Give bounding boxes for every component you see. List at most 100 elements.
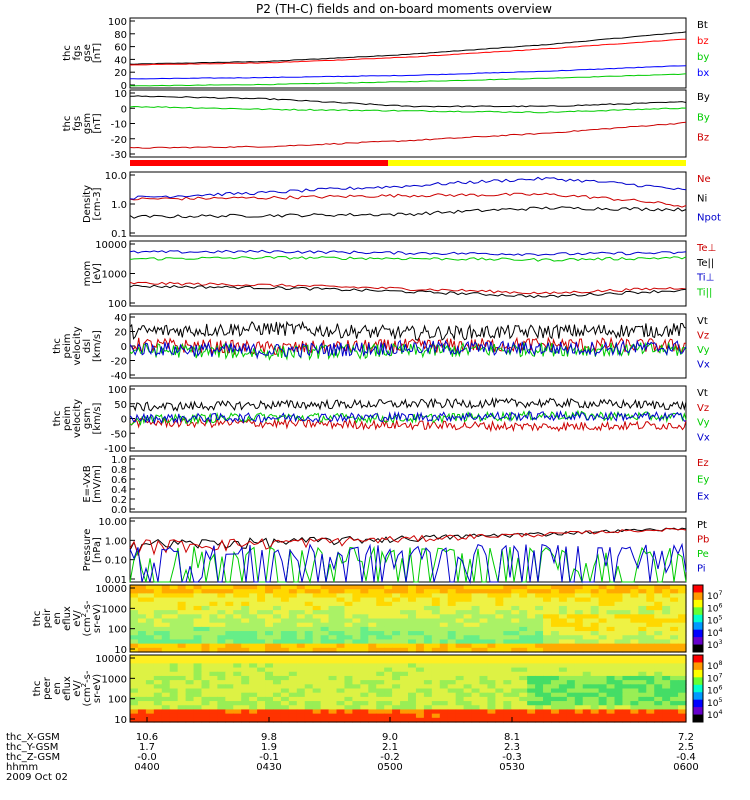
- panel-pressure: 10.00 1.00 0.10 0.01 Pressure [nPa] Pt Pb Pe Pi: [82, 517, 709, 586]
- footer-value: 0400: [134, 762, 159, 773]
- plot-title: P2 (TH-C) fields and on-board moments ov…: [256, 2, 552, 16]
- legend-pb: Pb: [697, 535, 709, 546]
- footer-label: thc_Z-GSM: [6, 752, 60, 763]
- y-tick-label: 1.0: [111, 455, 127, 466]
- y-axis-label: [km/s]: [92, 330, 103, 362]
- y-tick-label: 100: [108, 17, 127, 28]
- y-axis-label: gsm: [82, 408, 93, 429]
- legend-pt: Pt: [697, 520, 707, 531]
- y-tick-label: 40: [114, 313, 127, 324]
- panel-frame: [129, 654, 687, 723]
- y-tick-label: 40: [114, 55, 127, 66]
- footer-value: 9.8: [261, 732, 277, 743]
- y-tick-label: 1.00: [105, 536, 127, 547]
- legend-ti||: Ti||: [696, 287, 712, 298]
- panel-frame: [129, 584, 687, 653]
- colorbar-label: 104: [707, 627, 722, 639]
- legend-vx: Vx: [697, 432, 710, 443]
- series-fgs-gsm-by: [129, 105, 687, 114]
- y-tick-label: -20: [111, 357, 127, 368]
- y-tick-label: 0.01: [105, 575, 127, 586]
- panel-temperature: 10000 1000 100 mom [eV] Te⊥ Te|| Ti⊥ Ti||: [82, 240, 716, 310]
- legend-vz: Vz: [697, 403, 709, 414]
- footer-label: thc_Y-GSM: [6, 742, 58, 753]
- y-axis-label: fgs: [72, 116, 83, 131]
- y-axis-label: [eV]: [92, 263, 103, 284]
- y-axis-label: eflux: [62, 606, 73, 631]
- y-axis-label: E=-VxB: [82, 465, 93, 502]
- y-tick-label: 0: [121, 104, 127, 115]
- legend-te⊥: Te⊥: [696, 243, 716, 254]
- y-tick-label: -30: [111, 150, 127, 161]
- legend-by: By: [697, 92, 710, 103]
- series-density-ne: [129, 192, 687, 208]
- footer-value: -0.3: [502, 752, 522, 763]
- y-axis-label: [km/s]: [92, 402, 103, 434]
- y-tick-label: 10: [114, 715, 127, 726]
- y-axis-label: [mV/m]: [92, 465, 103, 503]
- legend-ey: Ey: [697, 475, 709, 486]
- y-axis-label: thc: [62, 116, 73, 132]
- y-axis-label: [cm-3]: [92, 187, 103, 220]
- y-axis-label: en: [52, 682, 63, 695]
- series-fgs-gse-bt: [129, 31, 687, 65]
- y-axis-label: Density: [82, 185, 93, 223]
- y-tick-label: 0: [121, 415, 127, 426]
- y-axis-label: Pressure: [82, 529, 93, 572]
- y-axis-label: fgs: [72, 45, 83, 60]
- y-tick-label: 80: [114, 30, 127, 41]
- series-temperature-te||: [129, 284, 687, 299]
- legend-vt: Vt: [697, 388, 708, 399]
- footer-value: 0500: [377, 762, 402, 773]
- y-tick-label: 10000: [95, 654, 127, 665]
- y-axis-label: peim: [62, 406, 73, 431]
- y-axis-label: thc: [52, 411, 63, 427]
- legend-by: by: [697, 52, 709, 63]
- series-pressure-pb: [129, 527, 687, 557]
- footer-value: 2.1: [382, 742, 398, 753]
- legend-vx: Vx: [697, 360, 710, 371]
- legend-bz: bz: [697, 36, 709, 47]
- y-tick-label: 60: [114, 43, 127, 54]
- y-tick-label: 0.1: [111, 229, 127, 240]
- footer-value: 0600: [673, 762, 698, 773]
- series-density-ni: [129, 206, 687, 219]
- y-axis-label: (cm2-s-: [80, 670, 93, 706]
- y-tick-label: 1000: [102, 674, 127, 685]
- legend-bz: Bz: [697, 133, 709, 144]
- y-tick-label: 0.0: [111, 505, 127, 516]
- y-axis-label: peer: [42, 676, 53, 700]
- footer-value: -0.4: [676, 752, 696, 763]
- footer-value: 7.2: [678, 732, 694, 743]
- y-axis-label: [nPa]: [92, 537, 103, 563]
- colorbar-label: 106: [707, 685, 722, 697]
- y-axis-label: sr-eV): [92, 604, 103, 633]
- footer-value: 2.5: [678, 742, 694, 753]
- series-peim-gsm-vx: [129, 410, 687, 425]
- y-tick-label: 0.6: [111, 475, 127, 486]
- legend-ni: Ni: [697, 193, 707, 204]
- y-tick-label: 20: [114, 68, 127, 79]
- footer-value: 2.3: [504, 742, 520, 753]
- series-density-npot: [129, 176, 687, 200]
- colorbar-label: 105: [707, 615, 722, 627]
- colorbar-label: 104: [707, 709, 722, 721]
- legend-ti⊥: Ti⊥: [696, 273, 714, 284]
- y-axis-label: velocity: [72, 326, 83, 365]
- legend-npot: Npot: [697, 213, 721, 224]
- y-tick-label: -20: [111, 135, 127, 146]
- y-tick-label: 100: [108, 695, 127, 706]
- y-axis-label: en: [52, 612, 63, 625]
- y-axis-label: eV/: [72, 610, 83, 627]
- series-peim-gsm-vy: [129, 409, 687, 426]
- footer-value: 8.1: [504, 732, 520, 743]
- y-tick-label: 10.0: [105, 171, 127, 182]
- panel-frame: [129, 17, 687, 89]
- y-tick-label: 1000: [102, 604, 127, 615]
- y-tick-label: 10.00: [98, 517, 127, 528]
